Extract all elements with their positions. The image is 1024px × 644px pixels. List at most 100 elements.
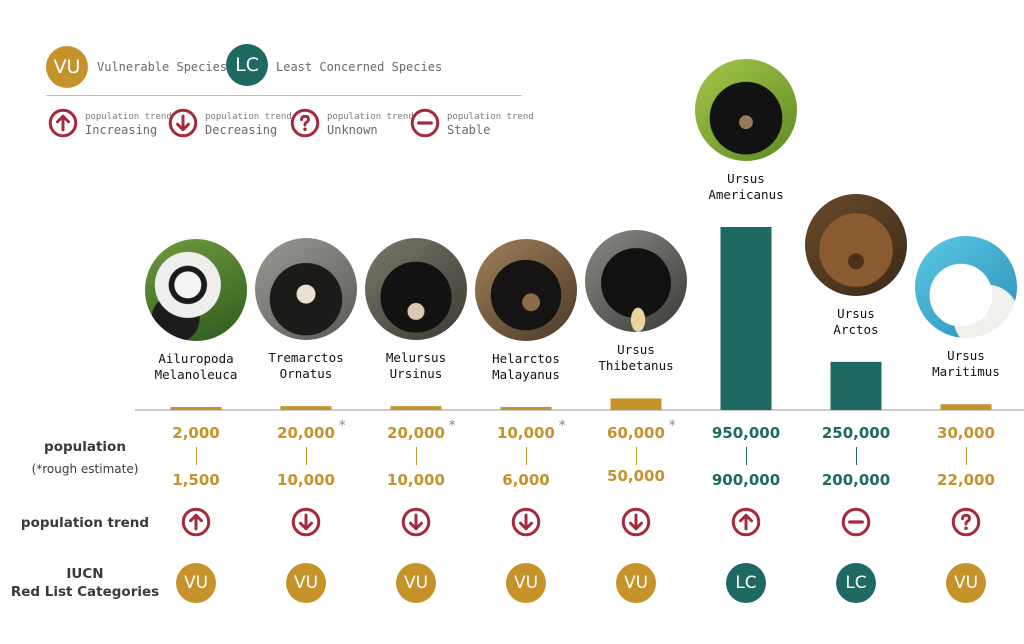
- population-range-tick: [306, 447, 307, 465]
- rough-estimate-mark: *: [448, 418, 457, 434]
- legend-trend-small: population trend: [327, 112, 414, 122]
- iucn-badge: VU: [176, 563, 216, 603]
- species-epithet: Ursinus: [389, 366, 443, 382]
- population-high: 2,000: [172, 424, 220, 442]
- arrow-down-circle-icon: [291, 507, 321, 537]
- arrow-down-circle-icon: [168, 108, 198, 138]
- bear-photo-sun: [475, 239, 577, 341]
- bar-sloth: [390, 406, 442, 410]
- population-low: 10,000: [387, 471, 445, 489]
- legend-trend-icon: [410, 108, 440, 142]
- legend-divider: [46, 95, 522, 96]
- bear-photo-panda: [145, 239, 247, 341]
- population-trend: [291, 507, 321, 541]
- population-high: 30,000: [937, 424, 995, 442]
- iucn-badge: VU: [506, 563, 546, 603]
- bear-photo-spectacled: [255, 238, 357, 341]
- population-trend: [511, 507, 541, 541]
- bar-spectacled: [280, 406, 332, 410]
- bar-panda: [170, 407, 222, 410]
- arrow-up-circle-icon: [48, 108, 78, 138]
- arrow-down-circle-icon: [401, 507, 431, 537]
- population-trend: [181, 507, 211, 541]
- iucn-row-label-1: IUCN: [66, 566, 104, 582]
- iucn-row-label-2: Red List Categories: [10, 584, 160, 600]
- population-low: 22,000: [937, 471, 995, 489]
- species-genus: Ursus: [727, 171, 765, 186]
- species-epithet: Americanus: [708, 187, 784, 202]
- legend-vu-label: Vulnerable Species: [97, 60, 228, 74]
- arrow-down-circle-icon: [621, 507, 651, 537]
- population-high: 10,000: [497, 424, 555, 442]
- species-genus: Tremarctos: [268, 350, 344, 366]
- legend-trend-icon: [48, 108, 78, 142]
- question-circle-icon: [290, 108, 320, 138]
- rough-estimate-mark: *: [338, 418, 347, 434]
- species-genus: Ursus: [947, 348, 985, 364]
- arrow-down-circle-icon: [511, 507, 541, 537]
- population-trend: [731, 507, 761, 541]
- legend-trend-small: population trend: [447, 112, 534, 122]
- rough-estimate-mark: *: [558, 418, 567, 434]
- population-range-tick: [416, 447, 417, 465]
- bear-photo-moon: [585, 230, 687, 333]
- species-genus: Ailuropoda: [158, 351, 234, 366]
- legend-lc-label: Least Concerned Species: [276, 60, 443, 74]
- species-epithet: Melanoleuca: [154, 367, 238, 382]
- trend-row-label: population trend: [20, 515, 150, 531]
- species-label: Ursus Americanus: [691, 171, 801, 203]
- species-label: Ursus Maritimus: [911, 348, 1021, 380]
- bar-sun: [500, 407, 552, 410]
- bar-polar: [940, 404, 992, 410]
- population-high: 20,000: [387, 424, 445, 442]
- minus-circle-icon: [841, 507, 871, 537]
- species-genus: Ursus: [617, 342, 655, 358]
- species-epithet: Arctos: [833, 321, 879, 337]
- population-low: 900,000: [711, 471, 781, 489]
- population-high: 950,000: [711, 424, 781, 442]
- species-epithet: Malayanus: [492, 367, 560, 382]
- bear-photo-polar: [915, 236, 1017, 339]
- population-low: 200,000: [821, 471, 891, 489]
- legend-vu-badge: VU: [46, 46, 88, 88]
- bar-moon: [610, 398, 662, 410]
- population-range-tick: [966, 447, 967, 465]
- question-circle-icon: [951, 507, 981, 537]
- species-label: Tremarctos Ornatus: [251, 350, 361, 382]
- iucn-badge: VU: [396, 563, 436, 603]
- species-label: Ursus Arctos: [801, 306, 911, 338]
- species-epithet: Thibetanus: [598, 358, 674, 374]
- population-note: (*rough estimate): [31, 462, 139, 476]
- population-low: 1,500: [172, 471, 220, 489]
- species-label: Helarctos Malayanus: [471, 351, 581, 383]
- population-range-tick: [856, 447, 857, 465]
- species-epithet: Maritimus: [932, 364, 1000, 380]
- bear-photo-brown: [805, 193, 907, 296]
- legend-trend-icon: [290, 108, 320, 142]
- bar-brown: [830, 361, 882, 410]
- iucn-badge: VU: [286, 563, 326, 603]
- population-high: 60,000: [607, 424, 665, 442]
- legend-trend-label: Decreasing: [205, 123, 278, 137]
- population-high: 250,000: [821, 424, 891, 442]
- species-genus: Ursus: [837, 305, 875, 321]
- population-low: 10,000: [277, 471, 335, 489]
- rough-estimate-mark: *: [668, 418, 677, 434]
- population-trend: [951, 507, 981, 541]
- population-row-label: population: [44, 439, 126, 455]
- population-range-tick: [196, 447, 197, 465]
- legend-trend-small: population trend: [205, 112, 292, 122]
- species-label: Ursus Thibetanus: [581, 342, 691, 374]
- iucn-badge: LC: [726, 563, 766, 603]
- species-label: Ailuropoda Melanoleuca: [141, 351, 251, 383]
- bear-photo-sloth: [365, 238, 467, 341]
- population-range-tick: [526, 447, 527, 465]
- population-range-tick: [746, 447, 747, 465]
- species-epithet: Ornatus: [279, 366, 333, 382]
- legend-trend-small: population trend: [85, 112, 172, 122]
- arrow-up-circle-icon: [181, 507, 211, 537]
- population-low: 50,000: [607, 467, 665, 485]
- iucn-badge: LC: [836, 563, 876, 603]
- species-genus: Melursus: [385, 350, 447, 366]
- legend-lc-badge: LC: [226, 44, 268, 86]
